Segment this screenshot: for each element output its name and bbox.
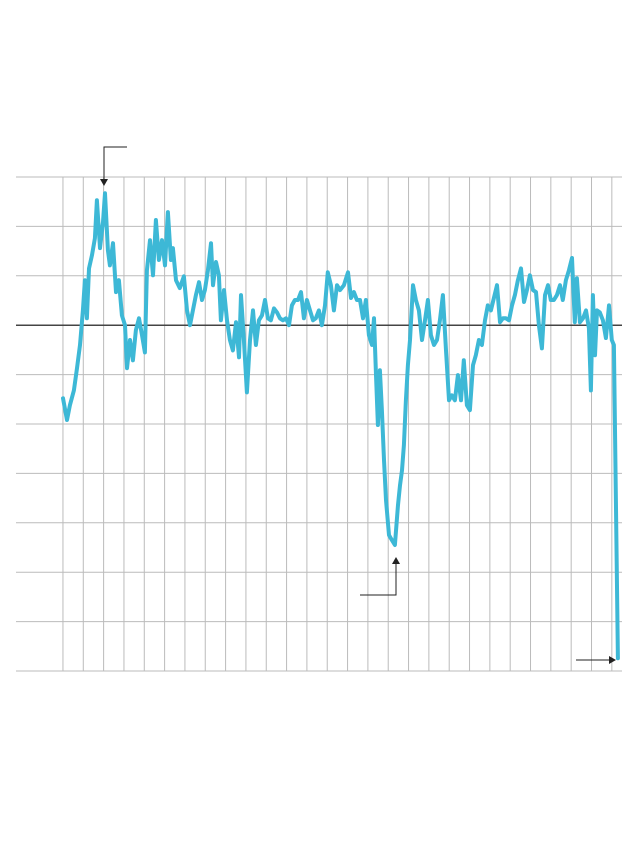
- peak-arrow: [103, 146, 127, 180]
- data-line: [61, 191, 620, 661]
- arrowhead: [609, 656, 616, 664]
- arrowhead: [392, 557, 400, 564]
- arrowhead: [100, 179, 108, 186]
- trough-arrow: [360, 563, 397, 596]
- plot: [61, 191, 620, 661]
- annotations: [100, 146, 616, 664]
